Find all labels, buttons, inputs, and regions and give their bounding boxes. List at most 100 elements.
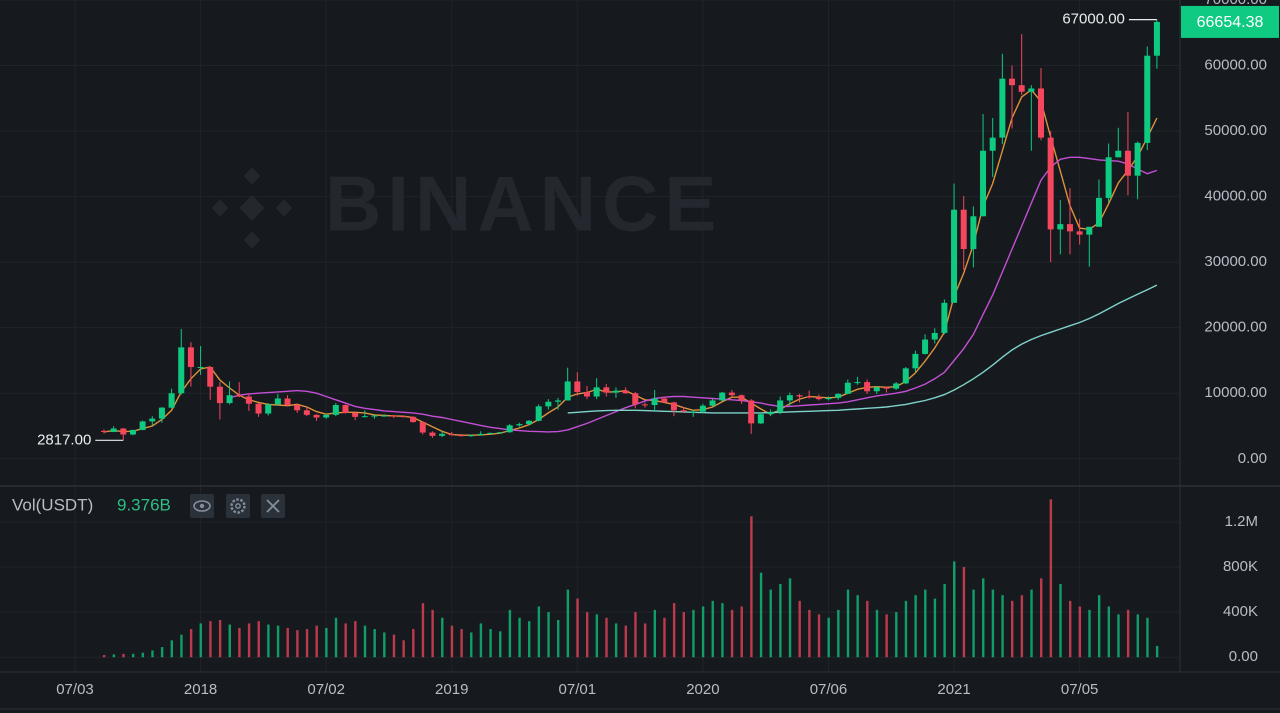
candle-body	[583, 391, 590, 397]
volume-bar	[827, 617, 830, 658]
candle-body	[873, 387, 880, 392]
candle-body	[390, 415, 397, 417]
volume-bar	[112, 654, 116, 658]
volume-bar	[953, 561, 956, 658]
volume-bar	[759, 572, 763, 658]
candle-body	[506, 425, 513, 433]
volume-total: 9.376B	[117, 495, 171, 514]
volume-bar	[721, 603, 724, 658]
candle-body	[786, 395, 793, 401]
candle-body	[1105, 157, 1112, 198]
volume-bar	[470, 632, 473, 658]
volume-bar	[1088, 609, 1091, 658]
x-tick-label: 2020	[686, 681, 719, 698]
candle-body	[352, 412, 359, 417]
candle-body	[564, 381, 571, 401]
candle-body	[139, 421, 146, 430]
y-tick-label: 60000.00	[1204, 57, 1267, 74]
volume-bar	[131, 653, 135, 658]
volume-bar	[325, 627, 328, 658]
candle-body	[796, 395, 803, 397]
volume-bar	[817, 614, 821, 658]
candle-body	[419, 422, 426, 433]
candle-body	[120, 428, 127, 435]
candle-body	[1144, 55, 1151, 143]
volume-bar	[238, 627, 241, 658]
candle-body	[1038, 88, 1044, 138]
volume-bar	[199, 623, 202, 658]
volume-bar	[740, 606, 743, 658]
candle-body	[815, 397, 822, 400]
toggle-visibility[interactable]	[190, 494, 214, 518]
candle-body	[236, 395, 243, 397]
moving-average-line	[567, 284, 1158, 414]
candle-body	[216, 386, 223, 404]
volume-bar	[595, 614, 599, 658]
volume-bar	[354, 621, 357, 658]
volume-bar	[160, 647, 164, 658]
volume-bar	[1059, 583, 1062, 658]
candle-body	[477, 433, 484, 436]
candle-body	[777, 400, 784, 413]
volume-bar	[296, 630, 299, 658]
close-indicator[interactable]	[261, 494, 285, 518]
candle-body	[361, 416, 368, 418]
volume-bar	[875, 609, 879, 658]
x-tick-label: 07/03	[56, 681, 94, 698]
candle-body	[410, 416, 417, 423]
volume-bar	[576, 598, 579, 658]
volume-bar	[943, 583, 946, 658]
candle-body	[854, 382, 861, 384]
candle-body	[323, 414, 330, 418]
candle-body	[487, 432, 494, 434]
volume-bar	[1040, 578, 1043, 658]
volume-bar	[180, 634, 183, 658]
volume-bar	[151, 650, 154, 658]
volume-bar	[489, 629, 492, 658]
volume-bar	[431, 609, 434, 658]
x-tick-label: 07/01	[559, 681, 597, 698]
candle-body	[342, 405, 349, 413]
volume-bar	[856, 595, 859, 658]
x-tick-label: 2019	[435, 681, 468, 698]
volume-bar	[1155, 645, 1159, 658]
volume-bar	[528, 621, 531, 658]
candle-body	[1134, 142, 1141, 176]
volume-bar	[711, 600, 714, 658]
x-tick-label: 07/06	[810, 681, 848, 698]
volume-header: Vol(USDT) 9.376B	[12, 494, 285, 518]
volume-bar	[962, 567, 966, 658]
candle-body	[651, 398, 658, 406]
volume-bar	[1146, 617, 1149, 658]
candle-body	[187, 347, 194, 368]
candle-body	[245, 396, 252, 404]
settings[interactable]	[226, 494, 250, 518]
candle-body	[400, 416, 407, 418]
volume-bar	[904, 600, 908, 658]
volume-bar	[798, 600, 801, 658]
candle-body	[767, 412, 774, 415]
volume-bar	[1078, 606, 1082, 658]
candle-body	[255, 403, 262, 414]
volume-tick-label: 0.00	[1229, 648, 1258, 665]
volume-bar	[102, 654, 106, 658]
volume-bar	[1136, 614, 1139, 658]
volume-bar	[122, 653, 125, 658]
candle-body	[100, 430, 107, 432]
volume-bar	[557, 620, 560, 658]
candle-body	[960, 209, 967, 250]
y-tick-label: 50000.00	[1204, 122, 1267, 139]
volume-bar	[769, 589, 772, 658]
candle-body	[670, 402, 677, 411]
y-tick-label: 30000.00	[1204, 253, 1267, 270]
candle-body	[728, 392, 735, 396]
candle-body	[844, 382, 851, 394]
volume-bar	[624, 625, 628, 658]
last-price-label: 66654.38	[1197, 14, 1264, 31]
candle-body	[1076, 231, 1083, 235]
candle-body	[1086, 226, 1093, 235]
volume-bar	[228, 624, 231, 658]
x-tick-label: 07/02	[307, 681, 345, 698]
candle-body	[1153, 21, 1160, 56]
volume-bar	[1126, 609, 1130, 658]
